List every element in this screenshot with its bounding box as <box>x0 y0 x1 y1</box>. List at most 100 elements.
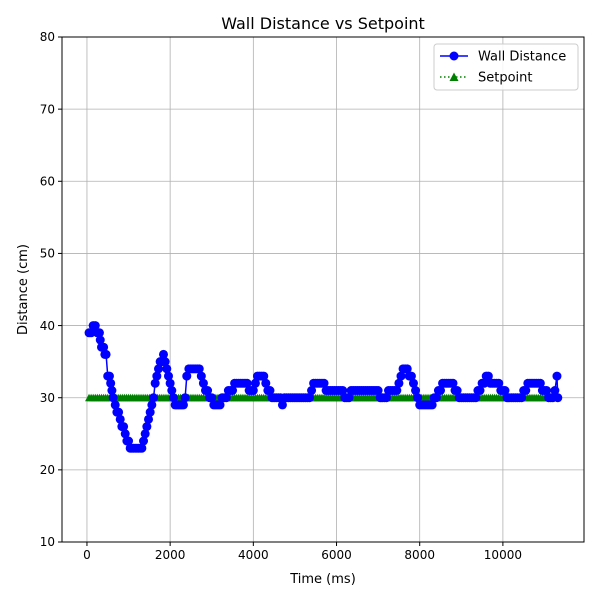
wall-distance-point <box>107 386 117 395</box>
wall-distance-point <box>319 378 329 388</box>
wall-distance-point <box>90 321 100 331</box>
y-tick-label: 70 <box>40 102 55 116</box>
legend-wall-distance-marker <box>449 51 459 61</box>
wall-distance-point <box>140 429 150 439</box>
wall-distance-point <box>203 386 213 395</box>
wall-distance-point <box>427 400 437 410</box>
wall-distance-point <box>162 364 172 374</box>
wall-distance-point <box>452 386 462 395</box>
x-tick-label: 0 <box>83 548 91 562</box>
wall-distance-point <box>483 371 493 381</box>
wall-distance-point <box>265 386 275 395</box>
wall-distance-point <box>553 393 563 403</box>
wall-distance-point <box>517 393 527 403</box>
wall-distance-point <box>475 386 485 395</box>
wall-distance-point <box>178 400 188 410</box>
wall-distance-point <box>304 393 314 403</box>
wall-distance-point <box>99 342 109 352</box>
plot-area <box>84 321 563 453</box>
x-tick-label: 6000 <box>321 548 352 562</box>
x-tick-label: 8000 <box>404 548 435 562</box>
y-tick-label: 60 <box>40 174 55 188</box>
wall-distance-point <box>221 393 231 403</box>
wall-distance-point <box>95 335 105 345</box>
wall-distance-point <box>373 386 383 395</box>
y-tick-label: 80 <box>40 30 55 44</box>
y-tick-label: 10 <box>40 535 55 549</box>
axes-frame <box>61 36 585 543</box>
wall-distance-point <box>338 386 348 395</box>
wall-distance-point <box>344 393 354 403</box>
wall-distance-point <box>277 400 287 410</box>
wall-distance-point <box>180 393 190 403</box>
wall-distance-point <box>436 386 446 395</box>
wall-distance-point <box>150 378 160 388</box>
legend-box <box>433 43 579 91</box>
legend-setpoint-label: Setpoint <box>478 71 533 86</box>
wall-distance-point <box>163 371 173 381</box>
wall-distance-point <box>158 349 168 359</box>
wall-distance-point <box>413 393 423 403</box>
wall-distance-point <box>431 393 441 403</box>
y-tick-label: 50 <box>40 247 55 261</box>
wall-distance-point <box>396 371 406 381</box>
wall-distance-point <box>411 386 421 395</box>
y-axis-label: Distance (cm) <box>16 244 31 335</box>
wall-distance-point <box>114 407 124 417</box>
wall-distance-point <box>248 386 258 395</box>
wall-distance-point <box>142 422 152 432</box>
wall-distance-point <box>101 349 111 359</box>
wall-distance-point <box>521 386 531 395</box>
wall-distance-point <box>448 378 458 388</box>
wall-distance-point <box>471 393 481 403</box>
wall-distance-point <box>108 393 118 403</box>
wall-distance-point <box>261 378 271 388</box>
wall-distance-point <box>144 414 154 424</box>
legend-wall-distance-label: Wall Distance <box>478 50 566 65</box>
wall-distance-point <box>307 386 317 395</box>
wall-distance-point <box>120 429 130 439</box>
wall-distance-point <box>394 378 404 388</box>
wall-distance-point <box>182 371 192 381</box>
wall-distance-point <box>392 386 402 395</box>
wall-distance-point <box>119 422 129 432</box>
y-tick-label: 40 <box>40 319 55 333</box>
wall-distance-point <box>228 386 238 395</box>
wall-distance-point <box>110 400 120 410</box>
wall-distance-point <box>242 378 252 388</box>
wall-distance-point <box>408 378 418 388</box>
wall-distance-point <box>165 378 175 388</box>
y-tick-label: 30 <box>40 391 55 405</box>
wall-distance-point <box>207 393 217 403</box>
wall-distance-point <box>259 371 269 381</box>
chart-title: Wall Distance vs Setpoint <box>221 14 425 33</box>
wall-distance-point <box>115 414 125 424</box>
legend: Wall Distance Setpoint <box>433 43 579 91</box>
wall-distance-point <box>535 378 545 388</box>
legend-setpoint-marker <box>449 72 459 81</box>
wall-distance-point <box>94 328 104 338</box>
x-tick-label: 4000 <box>238 548 269 562</box>
grid-lines <box>62 36 584 543</box>
wall-distance-point <box>167 386 177 395</box>
wall-distance-point <box>139 436 149 446</box>
x-axis-label: Time (ms) <box>289 572 356 587</box>
x-tick-label: 10000 <box>484 548 522 562</box>
wall-distance-point <box>500 386 510 395</box>
wall-distance-point <box>149 393 159 403</box>
wall-distance-point <box>542 386 552 395</box>
wall-distance-point <box>406 371 416 381</box>
wall-distance-point <box>152 371 162 381</box>
wall-distance-point <box>86 328 96 338</box>
wall-distance-point <box>147 400 157 410</box>
wall-distance-point <box>381 393 391 403</box>
axis-ticks: 0 2000 4000 6000 8000 10000 10 20 30 40 50 60 70 80 <box>40 30 522 562</box>
y-tick-label: 20 <box>40 463 55 477</box>
wall-distance-point <box>196 371 206 381</box>
x-tick-label: 2000 <box>155 548 186 562</box>
wall-distance-point <box>137 443 147 453</box>
wall-distance-point <box>153 364 163 374</box>
wall-distance-point <box>194 364 204 374</box>
wall-distance-point <box>250 378 260 388</box>
